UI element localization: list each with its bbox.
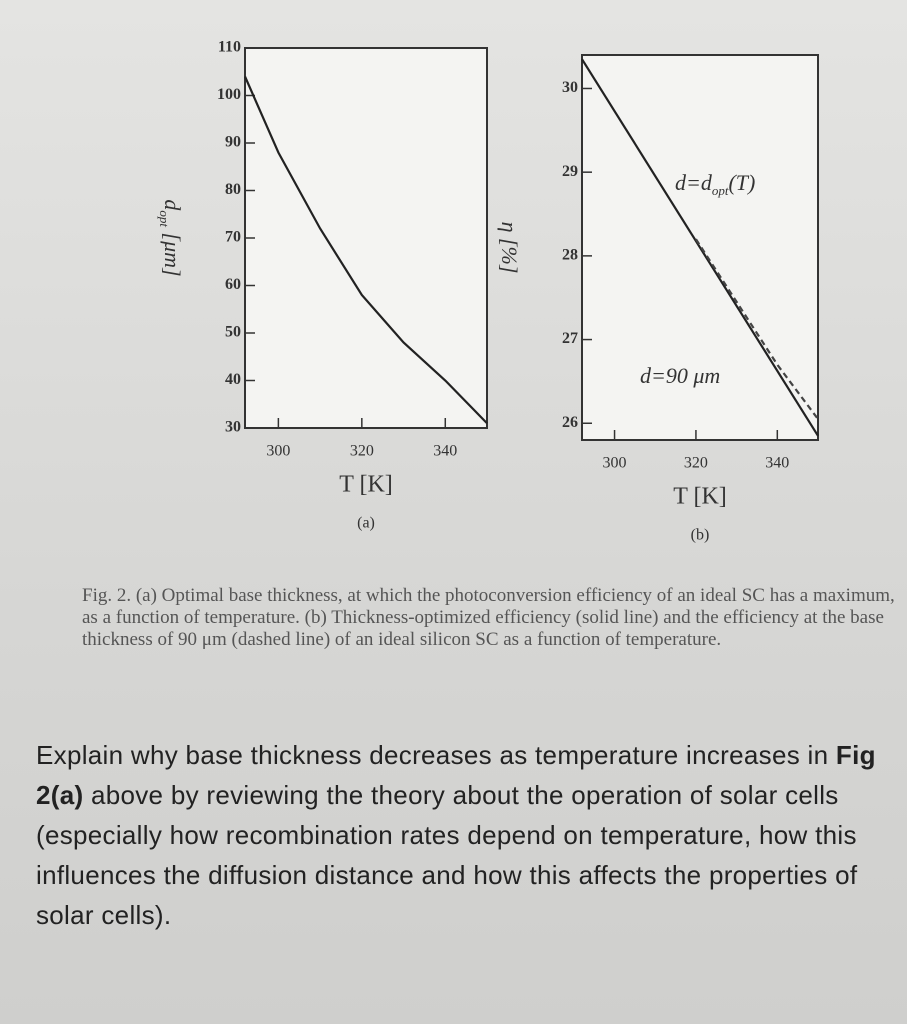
question-text: Explain why base thickness decreases as …: [36, 740, 836, 770]
y-tick-label: 29: [562, 163, 578, 180]
x-tick-label: 340: [765, 455, 789, 472]
y-axis-label-part: η: [497, 222, 522, 233]
y-tick-label: 26: [562, 414, 578, 431]
panel-label: (a): [357, 515, 375, 532]
y-axis-label-part: d: [160, 199, 185, 211]
y-axis-label: dopt [μm]: [157, 199, 185, 276]
annotation-part: opt: [712, 183, 729, 198]
y-tick-label: 50: [225, 324, 241, 341]
x-tick-label: 320: [684, 455, 708, 472]
x-axis-label: T [K]: [339, 472, 393, 498]
plot-frame: [244, 47, 488, 429]
y-tick-label: 40: [225, 371, 241, 388]
y-tick-label: 27: [562, 330, 578, 347]
x-tick-label: 340: [433, 443, 457, 460]
y-tick-label: 110: [218, 39, 241, 56]
data-line: [243, 76, 488, 425]
annotation-part: d=d: [675, 170, 713, 195]
x-tick-label: 320: [350, 443, 374, 460]
y-tick-label: 30: [225, 419, 241, 436]
y-tick-label: 60: [225, 276, 241, 293]
data-line: [695, 238, 819, 420]
y-axis-label: η [%]: [497, 222, 522, 274]
x-axis-label: T [K]: [673, 484, 727, 510]
x-tick-label: 300: [266, 443, 290, 460]
question: Explain why base thickness decreases as …: [36, 735, 886, 935]
y-tick-label: 90: [225, 134, 241, 151]
caption: Fig. 2. (a) Optimal base thickness, at w…: [82, 585, 895, 650]
data-line: [581, 58, 819, 437]
y-tick-label: 30: [562, 79, 578, 96]
y-tick-label: 70: [225, 229, 241, 246]
y-tick-label: 80: [225, 181, 241, 198]
annotation: d=dopt(T): [675, 170, 755, 198]
x-tick-label: 300: [603, 455, 627, 472]
question-text: above by reviewing the theory about the …: [36, 780, 858, 930]
y-axis-label-part: [μm]: [160, 227, 185, 277]
y-axis-label-part: [%]: [497, 232, 522, 273]
annotation: d=90 μm: [640, 363, 720, 388]
y-tick-label: 100: [217, 86, 241, 103]
panel-label: (b): [691, 527, 710, 544]
question-ref: Fig 2(a): [36, 740, 876, 810]
y-axis-label-part: opt: [157, 210, 172, 227]
annotation-part: (T): [728, 170, 755, 195]
y-tick-label: 28: [562, 247, 578, 264]
annotation-part: d=90 μm: [640, 363, 720, 388]
